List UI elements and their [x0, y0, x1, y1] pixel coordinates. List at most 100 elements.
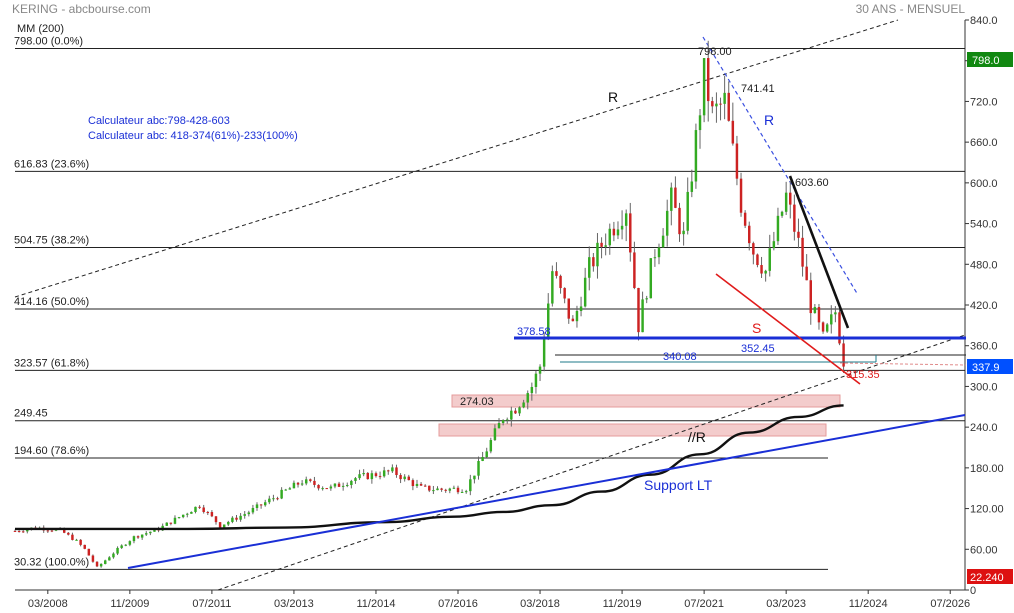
candle-body: [834, 312, 837, 315]
candle-body: [350, 480, 353, 486]
candle-body: [399, 475, 402, 480]
candle-body: [26, 529, 29, 532]
candle-body: [99, 563, 103, 567]
candle-body: [218, 522, 222, 528]
candle-body: [239, 515, 242, 520]
candle-body: [665, 210, 669, 236]
candle-body: [830, 314, 833, 325]
candle-body: [764, 270, 767, 274]
candle-body: [263, 502, 267, 506]
label-340: 340.08: [663, 351, 697, 363]
candle-body: [547, 303, 550, 339]
candle-body: [793, 204, 796, 232]
x-tick-label: 03/2018: [520, 598, 560, 610]
candle-body: [395, 467, 398, 476]
candle-body: [419, 483, 423, 486]
channel-lower-line: [217, 334, 966, 591]
candle-body: [579, 306, 583, 311]
candle-body: [222, 524, 226, 528]
candle-body: [464, 491, 468, 493]
candle-body: [202, 507, 205, 513]
badge-top: [967, 52, 1013, 67]
candle-body: [190, 511, 193, 514]
x-tick-label: 03/2023: [766, 598, 806, 610]
candle-body: [743, 212, 747, 226]
candle-body: [198, 506, 201, 508]
candle-body: [575, 310, 579, 322]
candle-body: [805, 266, 808, 281]
candle-body: [440, 488, 443, 490]
label-798: 798.00: [698, 46, 732, 58]
candle-body: [620, 225, 624, 230]
label-r-left: R: [608, 89, 618, 105]
candle-body: [653, 257, 657, 259]
candle-body: [821, 322, 825, 332]
candle-body: [415, 483, 419, 487]
candle-body: [337, 483, 341, 487]
fib-label: 323.57 (61.8%): [14, 357, 89, 369]
candle-body: [428, 485, 431, 491]
label-274: 274.03: [460, 396, 494, 408]
candle-body: [645, 298, 648, 300]
candle-body: [374, 473, 378, 477]
candle-body: [723, 92, 726, 104]
fib-label: 798.00 (0.0%): [14, 36, 83, 48]
candle-body: [571, 318, 575, 322]
candle-body: [71, 534, 74, 540]
candle-body: [79, 539, 82, 545]
candle-body: [534, 373, 538, 387]
moving-average-200: [15, 404, 844, 531]
channel-upper-line: [14, 19, 899, 298]
candle-body: [407, 476, 411, 481]
candle-body: [469, 479, 472, 492]
candle-body: [346, 485, 349, 487]
candle-body: [637, 287, 640, 333]
y-tick-label: 600.0: [970, 178, 998, 190]
candle-body: [567, 298, 570, 319]
label-r-broken: //R: [688, 429, 706, 445]
candle-body: [305, 479, 308, 484]
badge-last: [967, 359, 1013, 374]
y-tick-label: 0: [970, 585, 976, 597]
candle-body: [153, 528, 156, 532]
candle-body: [432, 490, 435, 492]
candle-body: [686, 191, 689, 231]
label-s: S: [752, 320, 761, 336]
candle-body: [366, 472, 369, 480]
candle-body: [817, 307, 821, 323]
candle-body: [403, 476, 406, 480]
candle-body: [206, 512, 210, 514]
candle-body: [592, 257, 595, 267]
candle-body: [526, 393, 529, 403]
support-zone-upper: [451, 394, 841, 408]
candle-body: [214, 516, 218, 523]
candle-body: [272, 498, 275, 500]
candle-body: [489, 440, 493, 452]
candle-body: [259, 504, 263, 506]
label-741: 741.41: [741, 83, 775, 95]
candle-body: [247, 512, 251, 515]
candle-body: [694, 130, 698, 182]
badge-top-text: 798.0: [972, 55, 1000, 67]
candle-body: [251, 507, 255, 513]
candle-body: [378, 476, 382, 478]
candle-body: [329, 486, 333, 489]
candle-body: [670, 187, 673, 211]
y-tick-label: 420.0: [970, 300, 998, 312]
candle-body: [124, 544, 127, 546]
candle-body: [780, 211, 784, 216]
candle-body: [702, 58, 706, 116]
header-right: 30 ANS - MENSUEL: [856, 2, 966, 16]
candle-body: [321, 488, 324, 490]
candle-body: [789, 192, 792, 205]
candle-body: [169, 522, 173, 524]
candle-body: [46, 530, 50, 532]
candle-body: [317, 484, 320, 489]
x-tick-label: 07/2026: [930, 598, 970, 610]
candle-body: [181, 514, 185, 518]
candle-body: [87, 548, 91, 556]
candle-body: [300, 483, 304, 485]
candle-body: [522, 402, 525, 408]
candle-body: [784, 192, 788, 212]
y-tick-label: 540.0: [970, 219, 998, 231]
